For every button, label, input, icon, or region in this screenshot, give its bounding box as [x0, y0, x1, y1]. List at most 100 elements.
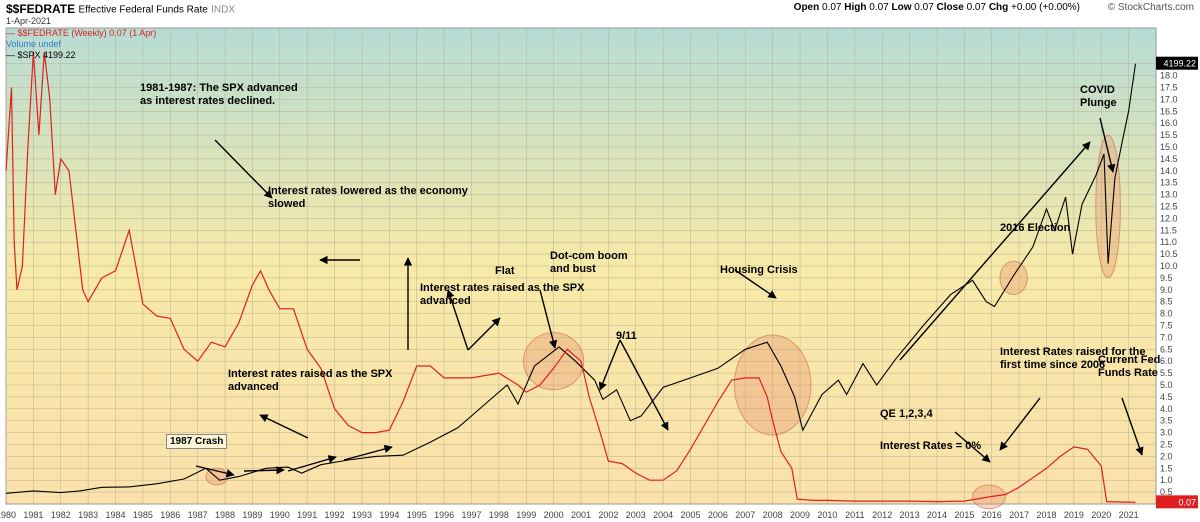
svg-text:4.0: 4.0: [1160, 404, 1173, 414]
svg-text:2007: 2007: [735, 510, 755, 520]
svg-text:1983: 1983: [78, 510, 98, 520]
symbol-desc: Effective Federal Funds Rate: [78, 4, 207, 15]
legend-fed: — $$FEDRATE (Weekly) 0.07 (1 Apr): [6, 28, 156, 39]
legend-spx: — $SPX 4199.22: [6, 50, 156, 61]
svg-text:17.5: 17.5: [1160, 83, 1178, 93]
svg-text:17.0: 17.0: [1160, 94, 1178, 104]
svg-text:16.5: 16.5: [1160, 106, 1178, 116]
svg-text:2011: 2011: [845, 510, 864, 520]
svg-text:2018: 2018: [1036, 510, 1056, 520]
svg-text:1.0: 1.0: [1160, 475, 1173, 485]
svg-text:14.0: 14.0: [1160, 166, 1178, 176]
open-val: 0.07: [822, 2, 841, 13]
chg-val: +0.00: [1011, 2, 1036, 13]
arrow: [244, 470, 284, 471]
svg-text:2.5: 2.5: [1160, 440, 1173, 450]
svg-text:8.5: 8.5: [1160, 297, 1173, 307]
svg-text:1.5: 1.5: [1160, 463, 1173, 473]
svg-text:1999: 1999: [516, 510, 536, 520]
svg-text:13.5: 13.5: [1160, 178, 1178, 188]
svg-text:1984: 1984: [106, 510, 126, 520]
svg-text:5.5: 5.5: [1160, 368, 1173, 378]
svg-text:6.5: 6.5: [1160, 344, 1173, 354]
svg-text:2008: 2008: [763, 510, 783, 520]
svg-text:3.5: 3.5: [1160, 416, 1173, 426]
highlight-election: [1000, 261, 1027, 294]
chart-container: $$FEDRATE Effective Federal Funds Rate I…: [0, 0, 1200, 522]
svg-text:2.0: 2.0: [1160, 451, 1173, 461]
symbol: $$FEDRATE: [6, 2, 75, 16]
svg-text:7.5: 7.5: [1160, 321, 1173, 331]
svg-text:1982: 1982: [51, 510, 71, 520]
svg-text:2017: 2017: [1009, 510, 1029, 520]
svg-text:2021: 2021: [1119, 510, 1139, 520]
svg-text:16.0: 16.0: [1160, 118, 1178, 128]
ohlc-row: Open 0.07 High 0.07 Low 0.07 Close 0.07 …: [794, 2, 1080, 13]
svg-text:2000: 2000: [544, 510, 564, 520]
svg-text:9.5: 9.5: [1160, 273, 1173, 283]
svg-text:6.0: 6.0: [1160, 356, 1173, 366]
svg-text:5.0: 5.0: [1160, 380, 1173, 390]
svg-text:1998: 1998: [489, 510, 509, 520]
chart-title: $$FEDRATE Effective Federal Funds Rate I…: [6, 2, 235, 16]
svg-text:1994: 1994: [379, 510, 399, 520]
svg-text:1995: 1995: [407, 510, 427, 520]
svg-text:1981: 1981: [23, 510, 43, 520]
annotation-1987-crash: 1987 Crash: [166, 434, 227, 449]
svg-text:1996: 1996: [434, 510, 454, 520]
svg-text:2013: 2013: [900, 510, 920, 520]
svg-text:1986: 1986: [160, 510, 180, 520]
svg-text:10.0: 10.0: [1160, 261, 1178, 271]
svg-text:14.5: 14.5: [1160, 154, 1178, 164]
svg-text:1993: 1993: [352, 510, 372, 520]
chart-date: 1-Apr-2021: [6, 16, 51, 26]
svg-text:12.5: 12.5: [1160, 202, 1178, 212]
svg-text:2002: 2002: [598, 510, 618, 520]
close-val: 0.07: [967, 2, 986, 13]
svg-text:11.5: 11.5: [1160, 225, 1177, 235]
svg-text:2015: 2015: [954, 510, 974, 520]
svg-text:2003: 2003: [626, 510, 646, 520]
svg-text:15.5: 15.5: [1160, 130, 1178, 140]
svg-text:1980: 1980: [0, 510, 16, 520]
svg-text:7.0: 7.0: [1160, 332, 1173, 342]
legend: — $$FEDRATE (Weekly) 0.07 (1 Apr) Volume…: [6, 28, 156, 61]
svg-text:18.0: 18.0: [1160, 71, 1178, 81]
credit: © StockCharts.com: [1108, 2, 1194, 13]
pct-val: (+0.00%): [1039, 2, 1080, 13]
svg-text:4199.22: 4199.22: [1163, 59, 1196, 69]
svg-text:2019: 2019: [1064, 510, 1084, 520]
svg-text:1992: 1992: [325, 510, 345, 520]
svg-text:1988: 1988: [215, 510, 235, 520]
svg-text:1997: 1997: [461, 510, 481, 520]
index-tag: INDX: [211, 4, 235, 15]
svg-text:2009: 2009: [790, 510, 810, 520]
svg-text:1991: 1991: [297, 510, 317, 520]
svg-text:10.5: 10.5: [1160, 249, 1178, 259]
svg-text:2020: 2020: [1091, 510, 1111, 520]
legend-volume: Volume undef: [6, 39, 156, 50]
svg-text:1990: 1990: [270, 510, 290, 520]
svg-text:4.5: 4.5: [1160, 392, 1173, 402]
svg-text:15.0: 15.0: [1160, 142, 1178, 152]
svg-text:0.07: 0.07: [1178, 497, 1196, 507]
svg-text:3.0: 3.0: [1160, 428, 1173, 438]
svg-text:2014: 2014: [927, 510, 947, 520]
svg-text:11.0: 11.0: [1160, 237, 1177, 247]
svg-text:2004: 2004: [653, 510, 673, 520]
low-val: 0.07: [914, 2, 933, 13]
svg-text:1989: 1989: [242, 510, 262, 520]
svg-text:1985: 1985: [133, 510, 153, 520]
high-val: 0.07: [869, 2, 888, 13]
svg-text:2012: 2012: [872, 510, 892, 520]
svg-text:1987: 1987: [188, 510, 208, 520]
svg-text:8.0: 8.0: [1160, 309, 1173, 319]
svg-text:12.0: 12.0: [1160, 213, 1178, 223]
svg-text:2016: 2016: [982, 510, 1002, 520]
svg-text:9.0: 9.0: [1160, 285, 1173, 295]
svg-text:2006: 2006: [708, 510, 728, 520]
svg-text:2005: 2005: [681, 510, 701, 520]
svg-text:2010: 2010: [817, 510, 837, 520]
svg-text:13.0: 13.0: [1160, 190, 1178, 200]
svg-text:2001: 2001: [571, 510, 591, 520]
